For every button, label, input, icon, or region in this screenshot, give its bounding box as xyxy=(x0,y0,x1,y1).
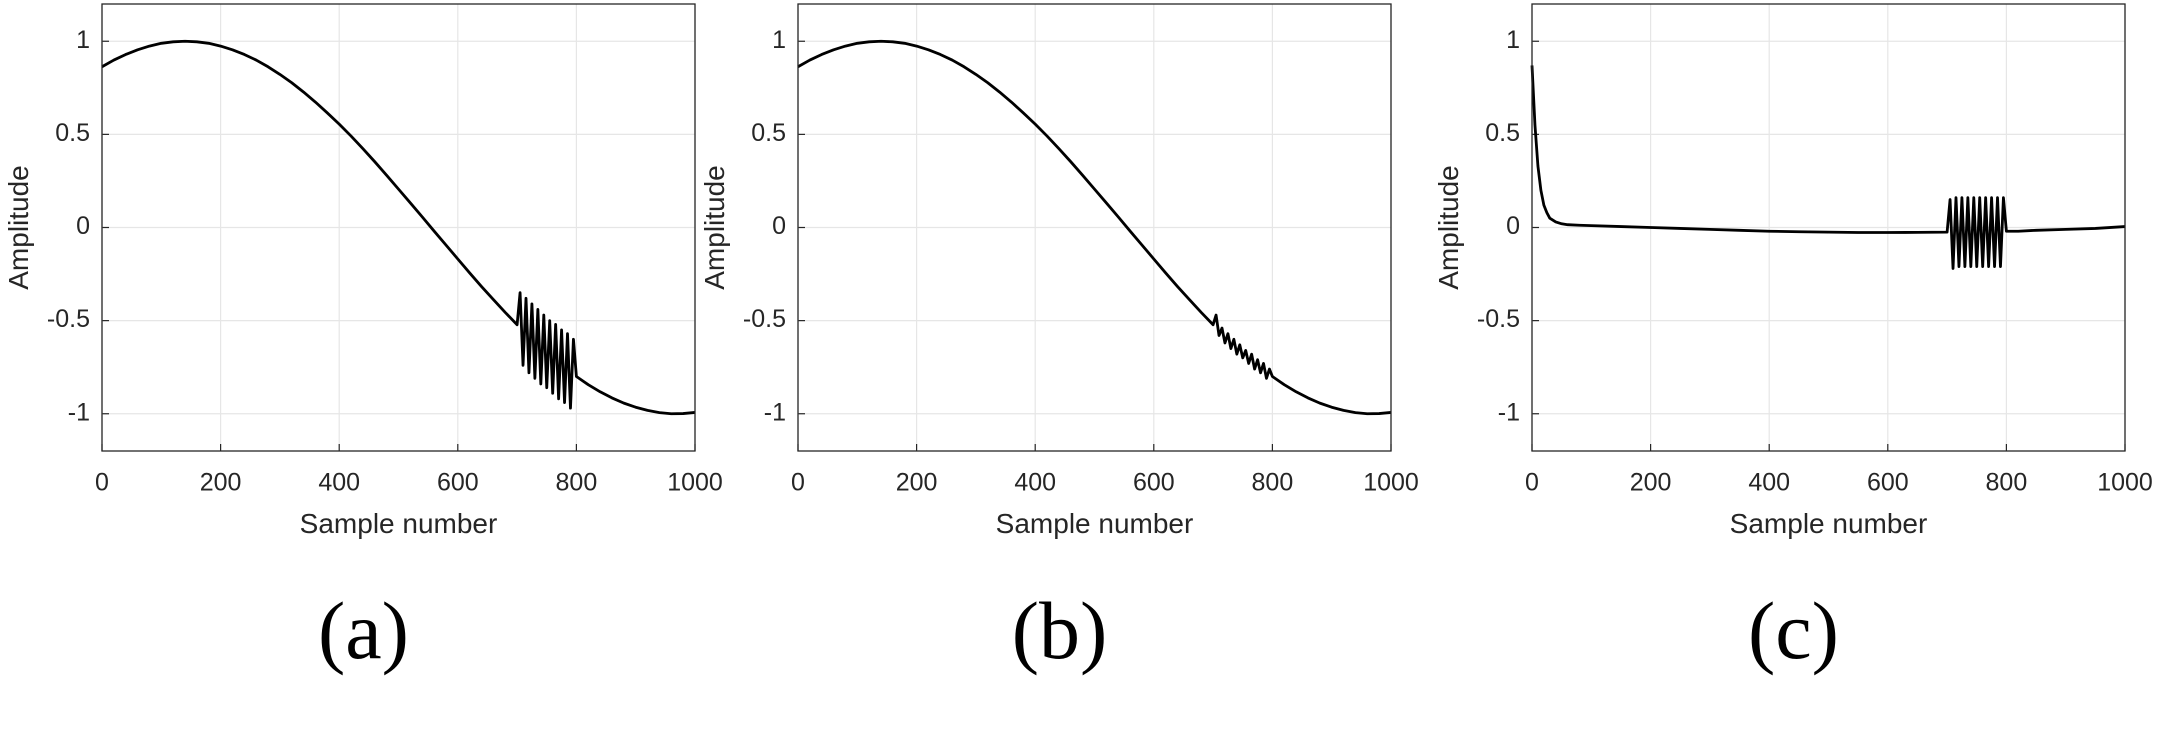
x-tick-label: 1000 xyxy=(2097,469,2153,497)
x-tick-label: 200 xyxy=(200,469,242,497)
y-tick-label: 1 xyxy=(76,26,90,54)
data-line xyxy=(101,39,696,416)
y-tick-label: 0 xyxy=(1506,212,1520,240)
x-tick-label: 0 xyxy=(791,469,805,497)
y-axis-label: Amplitude xyxy=(699,165,730,290)
y-tick-label: 0.5 xyxy=(1485,119,1520,147)
x-tick-label: 200 xyxy=(896,469,938,497)
y-tick-label: -1 xyxy=(764,398,786,426)
panel-caption: (c) xyxy=(1748,585,1839,676)
data-line xyxy=(1530,65,2126,270)
panel-caption: (b) xyxy=(1012,585,1108,676)
y-tick-label: -1 xyxy=(68,398,90,426)
x-tick-label: 1000 xyxy=(667,469,723,497)
x-tick-label: 600 xyxy=(1867,469,1909,497)
y-tick-label: -0.5 xyxy=(743,305,786,333)
x-tick-label: 400 xyxy=(1748,469,1790,497)
data-line xyxy=(797,39,1392,416)
axes-frame xyxy=(101,3,696,452)
axes-frame xyxy=(1531,3,2126,452)
y-axis-label: Amplitude xyxy=(1433,165,1464,290)
panel-caption: (a) xyxy=(318,585,409,676)
y-tick-label: -0.5 xyxy=(1477,305,1520,333)
x-axis-label: Sample number xyxy=(996,508,1194,539)
y-tick-label: 0 xyxy=(76,212,90,240)
x-tick-label: 1000 xyxy=(1363,469,1419,497)
x-tick-label: 600 xyxy=(1133,469,1175,497)
y-tick-label: -0.5 xyxy=(47,305,90,333)
x-tick-label: 0 xyxy=(1525,469,1539,497)
x-tick-label: 400 xyxy=(1014,469,1056,497)
y-tick-label: 1 xyxy=(1506,26,1520,54)
y-tick-label: 0.5 xyxy=(55,119,90,147)
y-tick-label: 0 xyxy=(772,212,786,240)
x-tick-label: 600 xyxy=(437,469,479,497)
y-tick-label: 1 xyxy=(772,26,786,54)
x-tick-label: 400 xyxy=(318,469,360,497)
axes-frame xyxy=(797,3,1392,452)
y-tick-label: 0.5 xyxy=(751,119,786,147)
x-axis-label: Sample number xyxy=(300,508,498,539)
x-axis-label: Sample number xyxy=(1730,508,1928,539)
x-tick-label: 800 xyxy=(556,469,598,497)
x-tick-label: 800 xyxy=(1986,469,2028,497)
y-tick-label: -1 xyxy=(1498,398,1520,426)
x-tick-label: 0 xyxy=(95,469,109,497)
x-tick-label: 200 xyxy=(1630,469,1672,497)
x-tick-label: 800 xyxy=(1252,469,1294,497)
y-axis-label: Amplitude xyxy=(3,165,34,290)
